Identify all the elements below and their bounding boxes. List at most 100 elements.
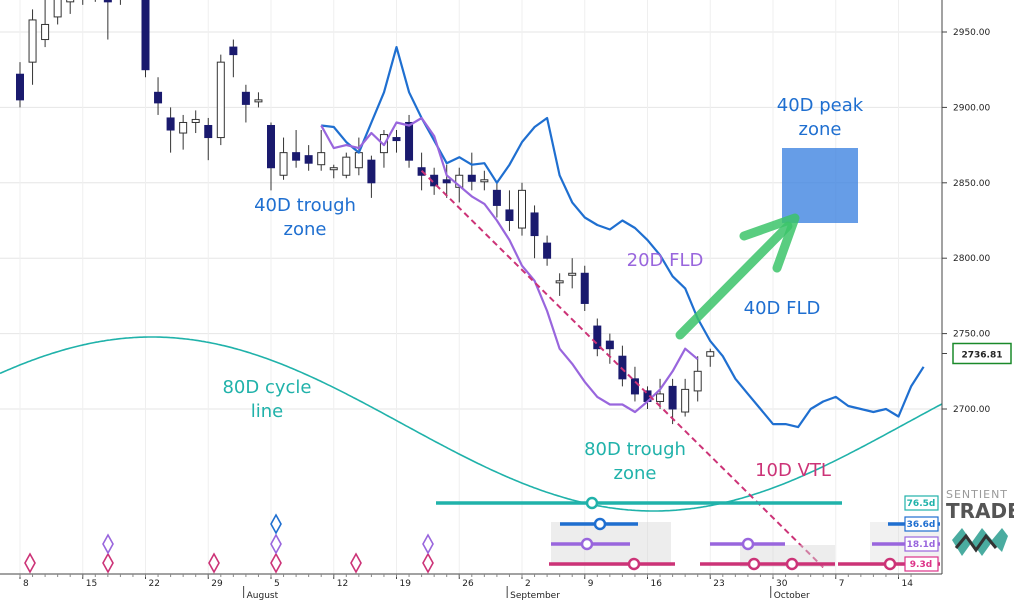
candle-body <box>279 152 288 176</box>
annotation-40d-peak: zone <box>799 119 842 140</box>
candle-body <box>681 388 690 413</box>
month-label: August <box>247 591 279 600</box>
candle-body <box>66 0 75 3</box>
candle <box>329 164 338 179</box>
candle <box>480 170 489 191</box>
price-tick-label: 2900.00 <box>953 103 990 113</box>
candle <box>82 0 84 5</box>
band-20d-next-marker <box>741 537 755 551</box>
candle <box>103 0 112 40</box>
candle-body <box>630 378 639 395</box>
date-tick-label: 2 <box>525 579 531 589</box>
cycle-80d-path <box>0 336 943 512</box>
price-tick-label: 2850.00 <box>953 179 990 189</box>
candle <box>568 258 577 289</box>
annotation-40d-trough: 40D trough <box>254 195 356 216</box>
candle-body <box>329 167 338 171</box>
band-10d-far-marker <box>883 557 897 571</box>
candle <box>467 152 476 191</box>
cycle-length-label: 9.3d <box>910 560 932 570</box>
cycle-diamond <box>270 552 282 574</box>
date-tick-label: 29 <box>211 579 223 589</box>
candle <box>681 378 690 417</box>
logo-line2: TRADER <box>946 499 1014 523</box>
candle <box>367 155 376 198</box>
price-tick-label: 2800.00 <box>953 254 990 264</box>
candle <box>656 378 665 409</box>
annotation-80d-trough: 80D trough <box>584 439 686 460</box>
cycle-length-label: 36.6d <box>907 520 936 530</box>
candle <box>505 190 514 232</box>
candle-body <box>154 91 163 104</box>
candle-body <box>555 280 564 284</box>
price-tick-label: 2950.00 <box>953 28 990 38</box>
date-tick-label: 15 <box>86 579 97 589</box>
fld-20d-line <box>320 116 699 414</box>
candle-body <box>518 189 526 229</box>
candle <box>618 345 627 387</box>
band-10d-marker <box>785 557 799 571</box>
logo-mark-line <box>954 533 998 553</box>
candle-body <box>304 155 313 164</box>
fld-lines <box>320 45 925 429</box>
candle-body <box>141 0 150 71</box>
candle <box>605 333 614 364</box>
month-label: September <box>510 591 560 600</box>
candle <box>543 235 552 266</box>
date-tick-label: 14 <box>902 579 914 589</box>
candle-body <box>166 117 175 131</box>
annotations: 40D peak zone 40D trough zone 20D FLD 40D FLD… <box>222 95 863 484</box>
band-10d-next-marker <box>747 557 761 571</box>
candle-body <box>229 46 238 56</box>
peak-zone-40d <box>782 148 858 223</box>
candle-body <box>392 137 401 142</box>
candle <box>179 114 188 150</box>
date-tick-label: 12 <box>337 579 348 589</box>
candle <box>154 77 163 115</box>
candle-body <box>292 152 301 161</box>
candle <box>28 9 37 85</box>
candle-body <box>342 156 351 176</box>
candle-body <box>254 99 263 103</box>
cycle-diamond <box>208 552 220 574</box>
candle <box>492 182 501 218</box>
candle-body <box>455 174 464 188</box>
grid-lines <box>0 0 942 574</box>
vtl-10d-path <box>420 170 824 569</box>
candle <box>279 137 288 180</box>
cycle-length-label: 76.5d <box>907 499 936 509</box>
candle <box>392 130 401 153</box>
annotation-80d-cycle: line <box>251 401 283 422</box>
current-price-label: 2736.81 <box>962 350 1003 360</box>
candle <box>580 265 589 311</box>
candle <box>630 366 639 402</box>
candle-body <box>492 189 501 206</box>
cycle-length-labels: 76.5d 36.6d 18.1d 9.3d <box>904 495 939 572</box>
candle <box>141 0 150 78</box>
candle <box>342 152 351 179</box>
candle <box>405 114 414 168</box>
candle-body <box>53 0 62 18</box>
cycle-diamond <box>102 552 114 574</box>
annotation-10d-vtl: 10D VTL <box>755 460 831 481</box>
candle <box>693 356 702 402</box>
cycle-diamond <box>422 533 434 555</box>
candle-body <box>530 212 539 237</box>
candle <box>304 145 313 171</box>
candle-body <box>216 61 225 139</box>
trend-arrow <box>675 213 800 340</box>
candle-body <box>367 159 376 184</box>
candle <box>518 182 526 236</box>
candle <box>204 117 213 161</box>
sentient-trader-logo: SENTIENTTRADER <box>946 488 1014 556</box>
candle-body <box>580 272 589 304</box>
candle <box>66 0 75 14</box>
date-tick-label: 19 <box>400 579 412 589</box>
date-tick-label: 9 <box>588 579 594 589</box>
candle <box>41 0 50 48</box>
candle <box>241 84 250 123</box>
date-tick-label: 5 <box>274 579 280 589</box>
candlestick-series <box>16 0 715 425</box>
candle-body <box>354 152 363 169</box>
candle <box>379 130 388 168</box>
